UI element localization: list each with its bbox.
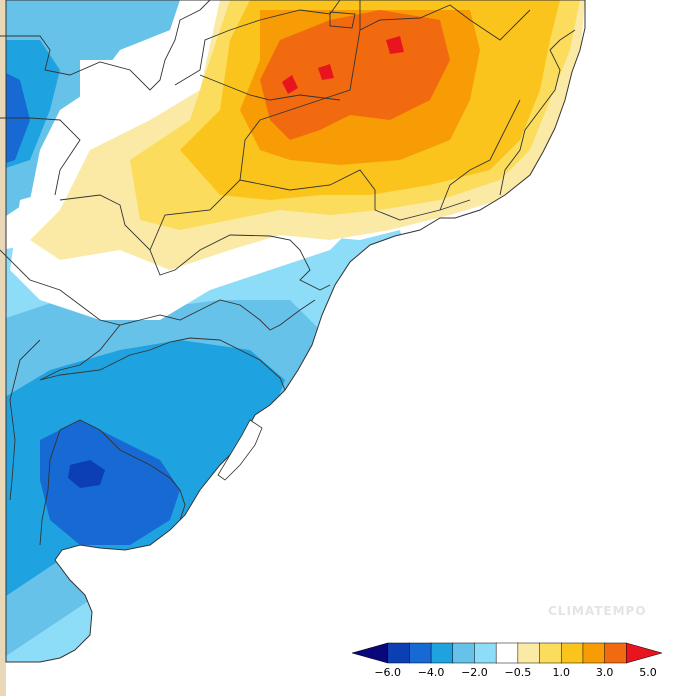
cold-region-blue <box>40 420 180 545</box>
borders <box>0 0 576 546</box>
legend-bin-2 <box>409 642 432 664</box>
legend-tick-label: −6.0 <box>374 666 401 679</box>
left-frame-strip <box>0 0 6 696</box>
legend-tick-label: 3.0 <box>596 666 614 679</box>
legend-bin-5 <box>474 642 497 664</box>
legend-bin-11 <box>604 642 628 664</box>
legend-bin-8 <box>539 642 562 664</box>
neutral-patch-west <box>80 60 170 130</box>
legend-tick-labels: −6.0 −4.0 −2.0 −0.5 1.0 3.0 5.0 <box>374 666 656 679</box>
warm-core-east <box>386 36 404 54</box>
legend-tick-label: −4.0 <box>418 666 445 679</box>
legend-bin-1 <box>387 642 411 664</box>
legend-bin-7 <box>517 642 541 664</box>
cold-patch-far-west <box>6 70 30 165</box>
legend-tick-label: −0.5 <box>504 666 531 679</box>
legend-tick-label: −2.0 <box>461 666 488 679</box>
warm-core-center <box>318 64 334 80</box>
watermark: CLIMATEMPO <box>548 604 647 618</box>
legend-bin-12 <box>626 642 663 664</box>
legend-bin-0 <box>351 642 388 664</box>
legend-bin-6 <box>495 642 519 664</box>
legend-colorbar <box>351 642 663 664</box>
legend-bin-9 <box>560 642 584 664</box>
warm-core-west <box>282 75 298 94</box>
legend-tick-label: 1.0 <box>552 666 570 679</box>
cold-core <box>68 460 105 488</box>
legend-tick-label: 5.0 <box>639 666 657 679</box>
warm-region-deep-orange <box>260 10 450 140</box>
legend-bin-10 <box>582 642 606 664</box>
lagoon <box>217 419 263 481</box>
legend-bin-4 <box>452 642 476 664</box>
legend-bin-3 <box>430 642 454 664</box>
